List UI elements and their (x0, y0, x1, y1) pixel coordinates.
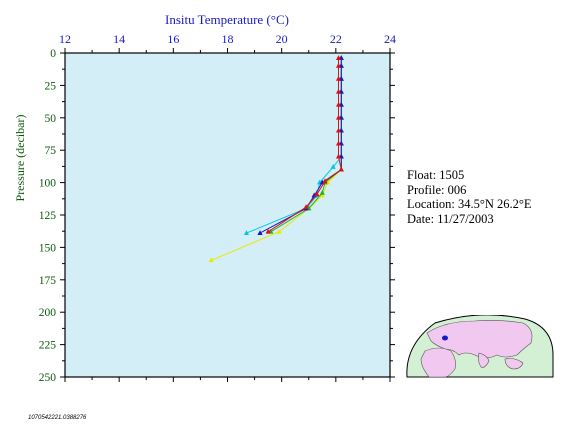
data-point-marker (335, 153, 342, 159)
float-id: Float: 1505 (407, 168, 465, 182)
y-tick-label: 100 (39, 178, 57, 190)
y-tick-label: 250 (39, 372, 57, 384)
data-point-marker (265, 228, 271, 234)
data-point-marker (335, 114, 342, 120)
data-point-marker (335, 75, 342, 81)
map-land-india (478, 352, 490, 368)
map-land-eurasia (426, 320, 533, 359)
y-tick-label: 75 (45, 145, 57, 157)
data-point-marker (208, 257, 214, 263)
location: Location: 34.5°N 26.2°E (407, 197, 532, 211)
x-tick-label: 12 (59, 32, 71, 46)
data-point-marker (276, 228, 282, 234)
data-point-marker (335, 140, 342, 146)
data-point-marker (319, 189, 325, 195)
footer-id: 1070542221.0388276 (28, 415, 87, 421)
map-land-africa (420, 347, 456, 378)
y-tick-label: 150 (39, 242, 57, 254)
y-tick-label: 50 (45, 113, 57, 125)
data-point-marker (322, 178, 328, 184)
data-point-marker (303, 204, 309, 210)
x-tick-label: 16 (167, 32, 179, 46)
x-tick-label: 20 (276, 32, 288, 46)
data-point-marker (335, 88, 342, 94)
float-location-marker (442, 335, 448, 341)
data-point-marker (330, 164, 336, 169)
series-line (267, 58, 342, 233)
y-axis-label: Pressure (decibar) (13, 115, 27, 202)
data-point-marker (335, 55, 342, 60)
y-tick-label: 25 (45, 80, 57, 92)
y-tick-label: 0 (50, 48, 56, 60)
data-point-marker (314, 191, 320, 197)
data-point-marker (335, 101, 342, 107)
date: Date: 11/27/2003 (407, 211, 494, 226)
data-point-marker (335, 62, 342, 68)
axis-ticks (60, 48, 395, 382)
data-point-marker (338, 166, 344, 172)
data-point-marker (335, 127, 342, 133)
series-line (259, 58, 342, 234)
data-point-marker (257, 230, 263, 235)
chart-title: Insitu Temperature (°C) (165, 12, 289, 27)
axis-tick-labels: 12 14 16 18 20 22 24 0 25 50 75 100 125 150 175 200 225 2… (39, 32, 396, 384)
float-info: Float: 1505 Profile: 006 Location: 34.5°… (407, 168, 532, 226)
map-land-seasia (504, 358, 524, 370)
data-point-marker (319, 192, 325, 198)
y-tick-label: 175 (39, 275, 57, 287)
y-tick-label: 225 (39, 340, 57, 352)
y-tick-label: 125 (39, 210, 57, 222)
x-tick-label: 24 (384, 32, 396, 46)
series-layer (208, 55, 344, 263)
plot-area (64, 52, 391, 378)
x-tick-label: 18 (222, 32, 234, 46)
data-point-marker (243, 230, 250, 235)
profile-number: Profile: 006 (407, 182, 467, 197)
x-tick-label: 22 (330, 32, 342, 46)
location-map (406, 315, 554, 378)
x-tick-label: 14 (113, 32, 125, 46)
y-tick-label: 200 (39, 307, 57, 319)
